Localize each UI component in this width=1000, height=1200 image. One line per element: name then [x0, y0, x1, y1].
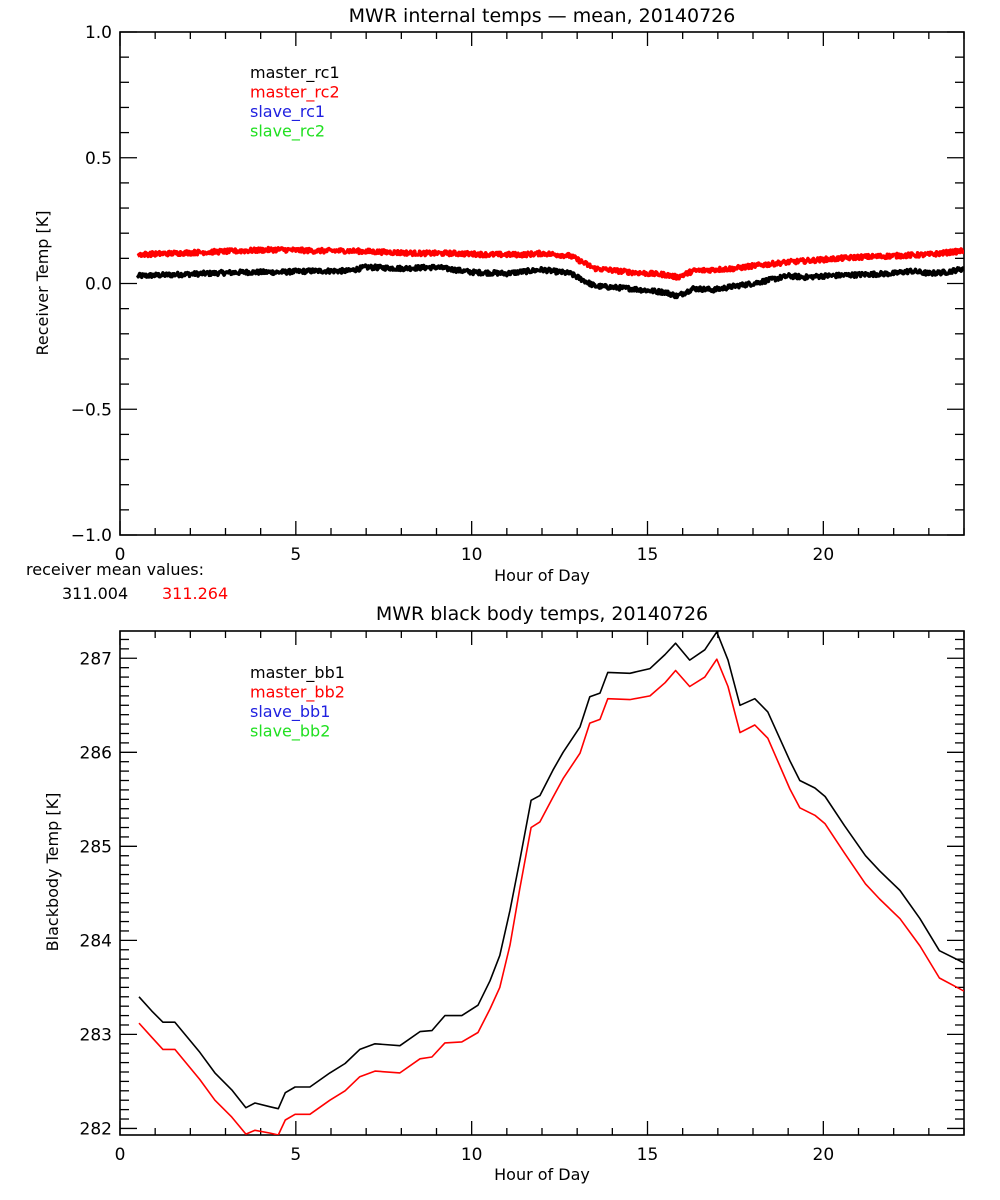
y-tick-label: 0.5 [85, 149, 112, 169]
series-group [135, 245, 964, 300]
x-tick-label: 10 [461, 545, 483, 565]
axis-tick-labels: 0 5 10 15 20 −1.0 −0.5 0.0 0.5 1.0 [71, 23, 834, 565]
legend-entry-master_rc1: master_rc1 [250, 63, 340, 83]
series-group [138, 631, 964, 1135]
legend-entry-slave_bb2: slave_bb2 [250, 722, 330, 742]
x-tick-label: 15 [637, 545, 659, 565]
y-tick-label: 284 [80, 931, 112, 951]
axis-ticks [119, 31, 965, 536]
x-tick-label: 5 [290, 1145, 301, 1165]
receiver-mean-value-2: 311.264 [162, 584, 228, 603]
axis-ticks [119, 631, 965, 1135]
plot-frame [119, 630, 965, 1136]
series-line-master_bb1 [138, 631, 964, 1110]
legend-entry-master_bb1: master_bb1 [250, 663, 345, 683]
legend-entry-slave_bb1: slave_bb1 [250, 702, 330, 722]
legend-entry-slave_rc1: slave_rc1 [250, 102, 325, 122]
y-tick-label: 285 [80, 837, 112, 857]
blackbody-temp-plot: MWR black body temps, 20140726 0 5 10 15 20 2… [43, 603, 965, 1184]
x-axis-label: Hour of Day [494, 566, 590, 585]
y-tick-label: −1.0 [71, 526, 112, 546]
receiver-mean-value-1: 311.004 [62, 584, 128, 603]
y-axis-label: Receiver Temp [K] [33, 210, 52, 355]
x-tick-label: 20 [813, 1145, 835, 1165]
y-tick-label: 1.0 [85, 23, 112, 43]
axis-tick-labels: 0 5 10 15 20 282 283 284 285 286 287 [80, 649, 835, 1165]
y-tick-label: 287 [80, 649, 112, 669]
series-line-master_bb2 [138, 658, 964, 1135]
x-tick-label: 5 [290, 545, 301, 565]
legend-entry-master_rc2: master_rc2 [250, 83, 340, 103]
y-tick-label: 0.0 [85, 275, 112, 295]
series-line-master_rc1 [135, 263, 964, 300]
y-tick-label: 282 [80, 1119, 112, 1139]
x-tick-label: 10 [461, 1145, 483, 1165]
legend-entry-slave_rc2: slave_rc2 [250, 122, 325, 142]
x-tick-label: 0 [115, 545, 126, 565]
x-tick-label: 20 [813, 545, 835, 565]
y-tick-label: 283 [80, 1025, 112, 1045]
y-tick-label: −0.5 [71, 400, 112, 420]
plot-frame [119, 31, 965, 536]
x-tick-label: 15 [637, 1145, 659, 1165]
receiver-mean-label: receiver mean values: [26, 560, 204, 579]
x-axis-label: Hour of Day [494, 1165, 590, 1184]
y-axis-label: Blackbody Temp [K] [43, 793, 62, 952]
series-line-master_rc2 [136, 245, 964, 281]
chart-title: MWR black body temps, 20140726 [376, 603, 708, 625]
legend-entry-master_bb2: master_bb2 [250, 683, 345, 703]
receiver-temp-plot: MWR internal temps — mean, 20140726 0 5 10… [26, 5, 965, 603]
chart-title: MWR internal temps — mean, 20140726 [349, 5, 736, 27]
y-tick-label: 286 [80, 743, 112, 763]
x-tick-label: 0 [115, 1145, 126, 1165]
